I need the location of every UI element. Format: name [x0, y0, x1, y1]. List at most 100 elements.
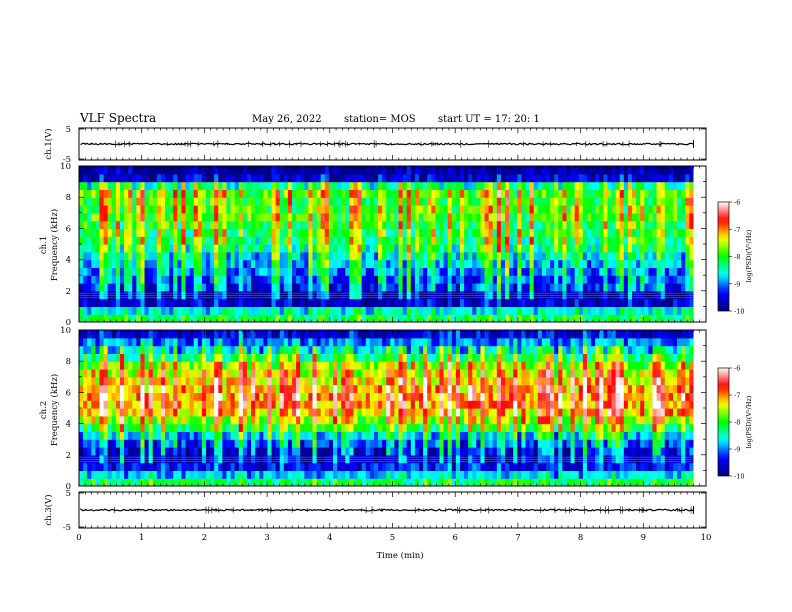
ch1-spectrogram-cell: [275, 236, 281, 245]
ch1-spectrogram-cell: [361, 244, 367, 253]
ch2-spectrogram-cell: [341, 369, 346, 378]
ch1-spectrogram-cell: [222, 290, 228, 300]
ch1-spectrogram-cell: [197, 173, 203, 183]
ch1-spectrogram-cell: [160, 228, 166, 237]
ch1-spectrogram-cell: [181, 275, 187, 284]
ch1-spectrogram-cell: [205, 306, 211, 315]
ch1-spectrogram-cell: [136, 259, 142, 268]
ch1-spectrogram-cell: [464, 236, 469, 245]
ch1-spectrogram-cell: [173, 173, 178, 183]
ch2-spectrogram-cell: [435, 400, 441, 409]
ch2-spectrogram-cell: [345, 439, 350, 448]
ch1-spectrogram-cell: [521, 290, 527, 300]
ch2-spectrogram-cell: [91, 423, 96, 432]
ch1-spectrogram-cell: [668, 244, 674, 253]
ch1-spectrogram-cell: [541, 189, 547, 198]
ch1-spectrogram-cell: [386, 228, 391, 237]
ch2-spectrogram-cell: [156, 400, 162, 409]
ch1-spectrogram-cell: [472, 181, 477, 190]
ch2-spectrogram-cell: [414, 454, 420, 464]
ch1-spectrogram-cell: [365, 267, 371, 276]
ch1-spectrogram-cell: [656, 212, 662, 222]
ch1-spectrogram-cell: [451, 166, 457, 175]
ch1-spectrogram-cell: [136, 181, 142, 190]
ch1-spectrogram-cell: [337, 189, 342, 198]
ch1-spectrogram-cell: [177, 306, 183, 315]
ch1-spectrogram-cell: [279, 181, 285, 190]
ch2-spectrogram-cell: [378, 330, 383, 339]
ch1-spectrogram-cell: [623, 181, 629, 190]
ch1-spectrogram-cell: [607, 173, 613, 183]
ch2-spectrogram-cell: [390, 392, 396, 401]
ch1-spectrogram-cell: [165, 228, 170, 237]
ch1-spectrogram-cell: [378, 166, 383, 175]
ch1-spectrogram-cell: [640, 173, 645, 183]
ch2-spectrogram-cell: [259, 384, 264, 393]
ch1-spectrogram-cell: [492, 298, 498, 307]
ch1-spectrogram-cell: [365, 298, 371, 307]
ch2-spectrogram-cell: [214, 353, 219, 362]
ch1-spectrogram-cell: [394, 244, 400, 253]
ch1-spectrogram-cell: [312, 251, 318, 261]
ch1-spectrogram-cell: [509, 298, 514, 307]
ch1-spectrogram-cell: [222, 244, 228, 253]
ch1-spectrogram-cell: [386, 205, 391, 214]
ch1-spectrogram-cell: [541, 228, 547, 237]
ch2-spectrogram-cell: [406, 345, 412, 354]
ch2-spectrogram-cell: [451, 345, 457, 354]
ch1-spectrogram-cell: [656, 251, 662, 261]
ch2-spectrogram-cell: [480, 415, 486, 425]
ch1-spectrogram-cell: [210, 189, 215, 198]
ch2-spectrogram-cell: [255, 431, 260, 440]
ch2-spectrogram-cell: [455, 400, 461, 409]
ch1-spectrogram-cell: [99, 220, 105, 229]
ch2-spectrogram-cell: [201, 353, 207, 362]
ch1-spectrogram-cell: [279, 205, 285, 214]
ch1-spectrogram-cell: [324, 314, 330, 322]
ch2-spectrogram-cell: [304, 478, 309, 486]
ch1-spectrogram-cell: [545, 189, 551, 198]
ch1-spectrogram-cell: [177, 259, 183, 268]
ch2-spectrogram-cell: [95, 415, 101, 425]
ch2-spectrogram-cell: [439, 400, 445, 409]
ch2-spectrogram-cell: [222, 454, 228, 464]
ch2-spectrogram-cell: [173, 369, 178, 378]
ch1-spectrogram-cell: [160, 189, 166, 198]
ch2-spectrogram-cell: [255, 439, 260, 448]
ch1-spectrogram-cell: [169, 259, 174, 268]
ch1-spectrogram-cell: [156, 212, 162, 222]
ch2-spectrogram-cell: [357, 462, 363, 471]
ch1-spectrogram-cell: [193, 283, 199, 292]
ch1-spectrogram-cell: [140, 236, 146, 245]
ch1-spectrogram-cell: [570, 267, 576, 276]
ch1-spectrogram-cell: [296, 181, 301, 190]
ch1-spectrogram-cell: [419, 244, 424, 253]
ch1-spectrogram-cell: [292, 173, 297, 183]
ch2-spectrogram-cell: [124, 423, 129, 432]
ch1-spectrogram-cell: [128, 283, 133, 292]
ch1-spectrogram-cell: [394, 220, 400, 229]
ch2-spectrogram-cell: [165, 345, 170, 354]
ch2-spectrogram-cell: [484, 470, 490, 479]
ch1-spectrogram-cell: [332, 298, 338, 307]
ch1-spectrogram-cell: [324, 205, 330, 214]
ch2-spectrogram-cell: [79, 376, 84, 386]
ch1-spectrogram-cell: [210, 298, 215, 307]
ch2-spectrogram-cell: [394, 447, 400, 456]
ch1-spectrogram-cell: [292, 290, 297, 300]
ch2-spectrogram-cell: [165, 376, 170, 386]
ch2-spectrogram-cell: [357, 408, 363, 417]
ch1-spectrogram-cell: [607, 212, 613, 222]
ch2-spectrogram-cell: [242, 345, 248, 354]
ch2-spectrogram-cell: [144, 454, 150, 464]
ch2-spectrogram-cell: [83, 454, 88, 464]
ch2-spectrogram-cell: [353, 392, 359, 401]
ch2-spectrogram-cell: [119, 337, 125, 347]
ch1-spectrogram-cell: [554, 306, 559, 315]
ch1-spectrogram-cell: [439, 306, 445, 315]
ch2-spectrogram-cell: [115, 353, 121, 362]
ch2-spectrogram-cell: [394, 439, 400, 448]
ch2-spectrogram-cell: [341, 384, 346, 393]
ch1-spectrogram-cell: [640, 197, 645, 206]
ch1-spectrogram-cell: [451, 275, 457, 284]
